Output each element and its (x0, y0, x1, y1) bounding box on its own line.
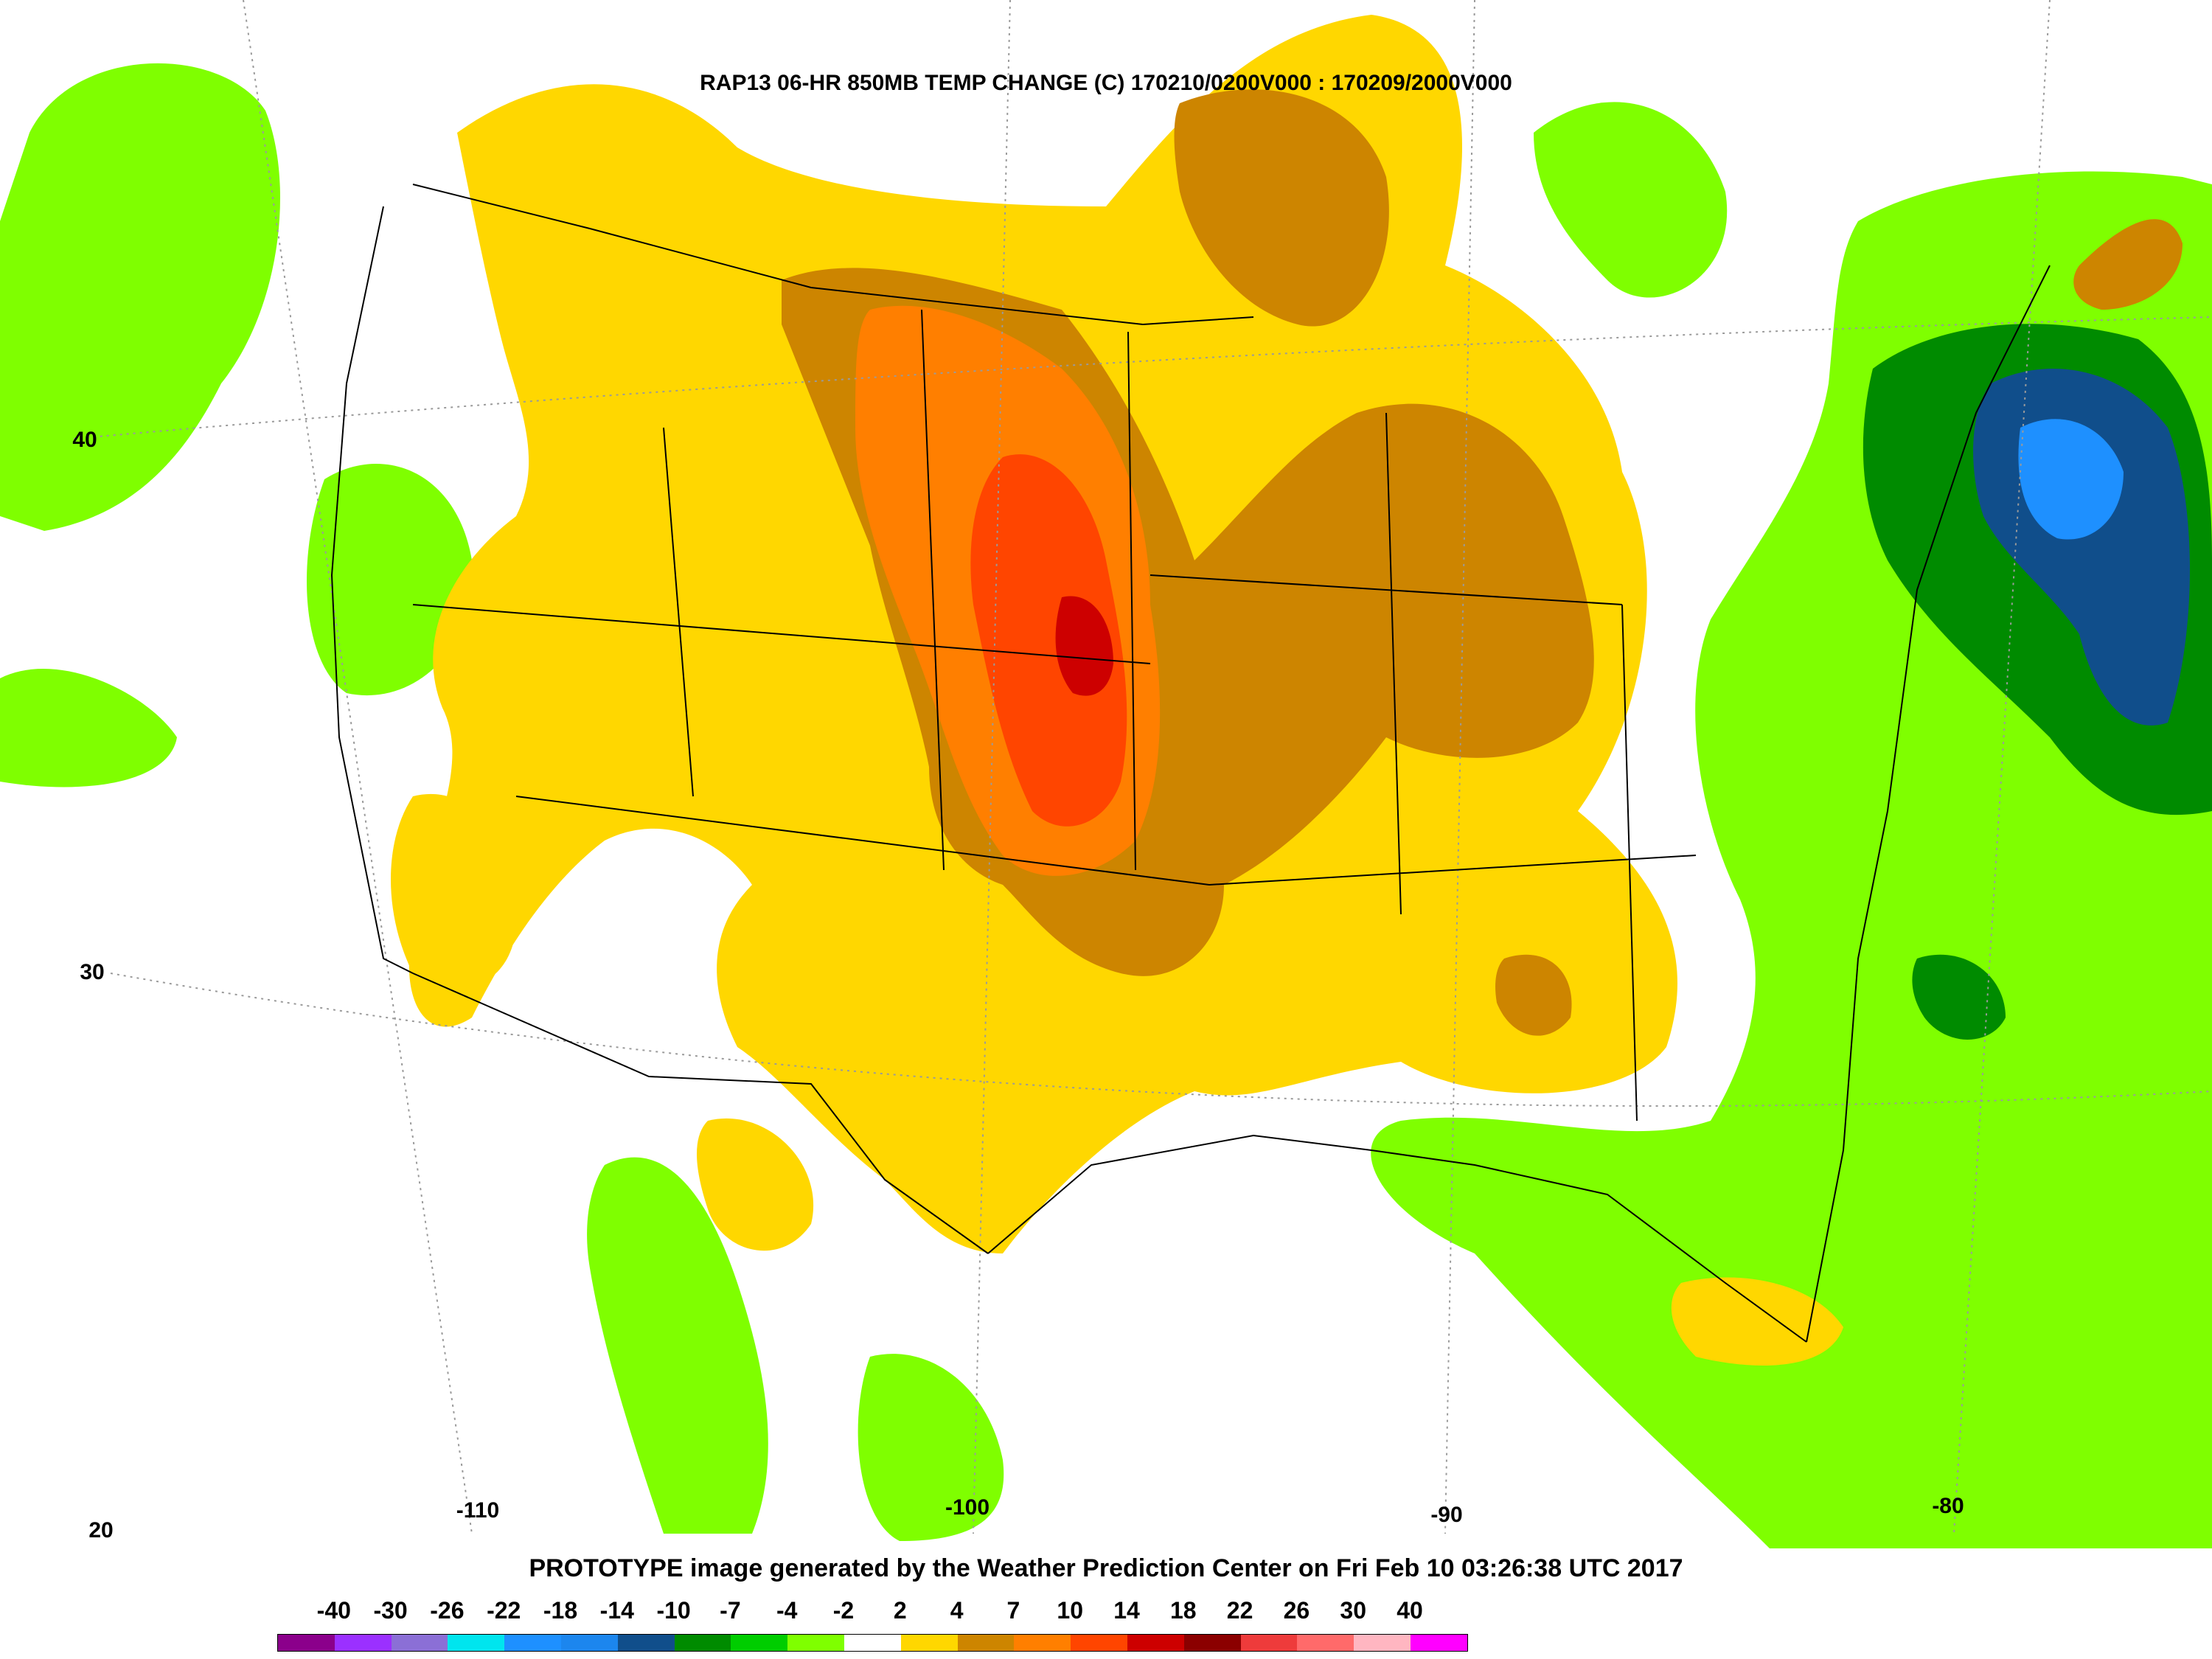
legend-swatch (391, 1635, 448, 1651)
footer-credit: PROTOTYPE image generated by the Weather… (529, 1554, 1683, 1582)
contour-redorange-plains (970, 454, 1127, 827)
legend-swatch (504, 1635, 561, 1651)
state-line-c (1127, 331, 1136, 871)
contour-gold-florida (1671, 1277, 1843, 1366)
state-line-i (1621, 604, 1638, 1121)
legend-swatch (900, 1635, 958, 1651)
legend-label: -26 (430, 1597, 465, 1624)
legend-swatch (560, 1635, 618, 1651)
latitude-line-30 (110, 973, 2212, 1107)
legend-label: -40 (316, 1597, 351, 1624)
legend-label: 18 (1170, 1597, 1197, 1624)
legend-swatch (334, 1635, 392, 1651)
legend-swatch (1410, 1635, 1467, 1651)
legend-swatch (1127, 1635, 1184, 1651)
lon-label-100: -100 (945, 1495, 990, 1520)
lat-label-40: 40 (72, 428, 97, 452)
legend-label: 22 (1226, 1597, 1253, 1624)
contour-green-pacific-south (0, 669, 177, 787)
legend-swatch (278, 1635, 335, 1651)
lat-label-30: 30 (80, 960, 104, 984)
legend-swatch (1071, 1635, 1127, 1651)
legend-label: 14 (1113, 1597, 1140, 1624)
legend-label: 7 (1006, 1597, 1020, 1624)
legend-label: -18 (543, 1597, 578, 1624)
legend-label: -2 (832, 1597, 855, 1624)
contour-fills (0, 15, 2212, 1548)
legend-label: -4 (776, 1597, 798, 1624)
graticule (73, 0, 2212, 1534)
legend-label: -22 (487, 1597, 521, 1624)
gulf-coast (987, 1134, 1807, 1343)
legend-swatch (957, 1635, 1015, 1651)
state-line-e (515, 796, 1210, 886)
legend-label: -14 (599, 1597, 634, 1624)
map-title: RAP13 06-HR 850MB TEMP CHANGE (C) 170210… (700, 71, 1512, 95)
state-line-h (1385, 412, 1402, 915)
contour-green-pacific-nw (0, 63, 280, 532)
legend-swatch (448, 1635, 505, 1651)
state-line-b (921, 309, 945, 871)
contour-red-nebraska (1055, 596, 1113, 696)
contour-gold-mexico (697, 1118, 814, 1251)
legend-swatch (787, 1635, 844, 1651)
legend-swatch (1297, 1635, 1354, 1651)
us-canada-border (412, 184, 1254, 326)
legend-label: 4 (950, 1597, 964, 1624)
legend-label: -7 (720, 1597, 741, 1624)
state-line-d (412, 604, 1151, 664)
atlantic-coast (1806, 265, 2051, 1343)
lon-label-90: -90 (1430, 1503, 1462, 1527)
contour-green-oregon (307, 463, 473, 696)
legend-swatch (844, 1635, 901, 1651)
legend-swatch (1014, 1635, 1071, 1651)
lon-label-80: -80 (1932, 1494, 1964, 1518)
legend-label: 40 (1397, 1597, 1423, 1624)
contour-green-mexico-south (858, 1354, 1004, 1541)
contour-green-great-lakes-north (1534, 102, 1728, 298)
legend-swatch (617, 1635, 675, 1651)
contour-gold-southwest (391, 793, 516, 988)
pacific-coast (330, 206, 414, 974)
contour-brown-north (1174, 89, 1389, 327)
legend-label: -30 (373, 1597, 408, 1624)
longitude-line-110 (243, 0, 473, 1534)
state-line-f (1208, 855, 1697, 886)
contour-darkgreen-atlantic-south (1912, 954, 2006, 1040)
legend-colorbar (277, 1634, 1468, 1652)
contour-green-mexico (587, 1157, 768, 1534)
political-boundaries (330, 184, 2051, 1343)
legend-label: 10 (1057, 1597, 1083, 1624)
state-line-a (663, 427, 694, 797)
legend-label: 2 (893, 1597, 907, 1624)
lat-label-20: 20 (88, 1518, 113, 1543)
legend-swatch (1240, 1635, 1298, 1651)
legend-label: -10 (656, 1597, 691, 1624)
contour-brown-maine (2073, 219, 2183, 310)
legend-labels: -40 -30 -26 -22 -18 -14 -10 -7 -4 -2 2 4 7 10 14 18 22 26… (0, 1597, 2212, 1627)
legend-swatch (674, 1635, 731, 1651)
legend-swatch (731, 1635, 788, 1651)
legend-swatch (1354, 1635, 1411, 1651)
legend-label: 30 (1340, 1597, 1366, 1624)
contour-lightblue-atlantic (2018, 419, 2124, 540)
legend-label: 26 (1283, 1597, 1310, 1624)
state-line-g (1150, 574, 1623, 605)
legend-swatch (1183, 1635, 1241, 1651)
lon-label-110: -110 (456, 1498, 499, 1523)
us-mexico-border (412, 973, 989, 1254)
contour-brown-alabama (1495, 954, 1572, 1036)
